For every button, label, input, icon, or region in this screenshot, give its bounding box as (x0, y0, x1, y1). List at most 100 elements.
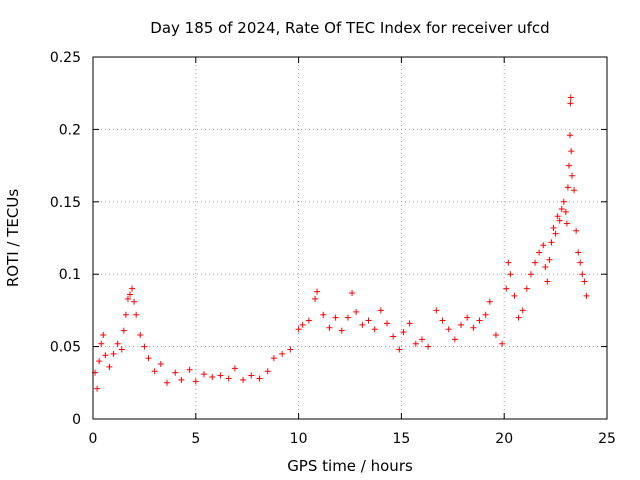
data-point (566, 132, 573, 139)
data-point (295, 326, 302, 333)
data-point (532, 259, 539, 266)
data-point (567, 100, 574, 107)
data-point (433, 307, 440, 314)
y-tick-label: 0.25 (50, 50, 81, 66)
data-point (563, 220, 570, 227)
data-point (314, 288, 321, 295)
data-point (164, 379, 171, 386)
data-point (464, 314, 471, 321)
data-point (124, 295, 131, 302)
y-tick-label: 0.15 (50, 195, 81, 211)
data-point (118, 346, 125, 353)
data-point (186, 366, 193, 373)
data-point (287, 346, 294, 353)
y-tick-label: 0.05 (50, 340, 81, 356)
data-point (299, 321, 306, 328)
data-point (552, 230, 559, 237)
data-point (349, 290, 356, 297)
data-point (377, 307, 384, 314)
data-point (511, 292, 518, 299)
data-point (100, 332, 107, 339)
data-point (133, 311, 140, 318)
x-tick-label: 25 (598, 431, 616, 447)
y-tick-label: 0 (72, 412, 81, 428)
data-point (217, 372, 224, 379)
grid (93, 57, 607, 419)
data-point (565, 162, 572, 169)
data-point (279, 350, 286, 357)
data-point (499, 340, 506, 347)
plot-frame (92, 56, 608, 420)
data-point (482, 311, 489, 318)
data-point (110, 350, 117, 357)
data-points (92, 94, 590, 392)
data-point (550, 224, 557, 231)
data-point (390, 333, 397, 340)
data-point (157, 360, 164, 367)
data-point (248, 372, 255, 379)
data-point (406, 320, 413, 327)
data-point (225, 375, 232, 382)
data-point (338, 327, 345, 334)
data-point (569, 172, 576, 179)
x-axis-label: GPS time / hours (287, 457, 413, 475)
data-point (476, 317, 483, 324)
data-point (544, 278, 551, 285)
axis-ticks: 0 5 10 15 20 25 0 0.05 0.1 0.15 0.2 0.25 (50, 50, 616, 447)
data-point (371, 326, 378, 333)
data-point (470, 324, 477, 331)
data-point (240, 376, 247, 383)
x-tick-label: 20 (495, 431, 513, 447)
data-point (114, 340, 121, 347)
data-point (458, 321, 465, 328)
data-point (503, 285, 510, 292)
data-point (451, 336, 458, 343)
data-point (536, 249, 543, 256)
data-point (141, 343, 148, 350)
data-point (418, 336, 425, 343)
data-point (558, 206, 565, 213)
data-point (326, 324, 333, 331)
data-point (425, 343, 432, 350)
y-axis-label: ROTI / TECUs (4, 189, 22, 287)
data-point (332, 314, 339, 321)
data-point (519, 307, 526, 314)
data-point (384, 320, 391, 327)
data-point (564, 184, 571, 191)
data-point (98, 340, 105, 347)
data-point (353, 308, 360, 315)
data-point (106, 363, 113, 370)
x-tick-label: 5 (191, 431, 200, 447)
data-point (492, 332, 499, 339)
data-point (412, 340, 419, 347)
data-point (201, 371, 208, 378)
x-tick-label: 10 (290, 431, 308, 447)
data-point (305, 317, 312, 324)
x-tick-label: 15 (392, 431, 410, 447)
data-point (359, 321, 366, 328)
data-point (571, 187, 578, 194)
data-point (568, 148, 575, 155)
data-point (192, 378, 199, 385)
data-point (365, 317, 372, 324)
data-point (573, 227, 580, 234)
data-point (270, 355, 277, 362)
y-tick-label: 0.2 (59, 122, 81, 138)
data-point (567, 94, 574, 101)
data-point (560, 198, 567, 205)
data-point (505, 259, 512, 266)
data-point (562, 208, 569, 215)
data-point (209, 374, 216, 381)
data-point (507, 271, 514, 278)
data-point (131, 298, 138, 305)
data-point (554, 213, 561, 220)
data-point (127, 291, 134, 298)
data-point (151, 368, 158, 375)
data-point (523, 285, 530, 292)
data-point (581, 278, 588, 285)
data-point (312, 295, 319, 302)
data-point (137, 332, 144, 339)
y-tick-label: 0.1 (59, 267, 81, 283)
data-point (231, 365, 238, 372)
x-tick-label: 0 (89, 431, 98, 447)
